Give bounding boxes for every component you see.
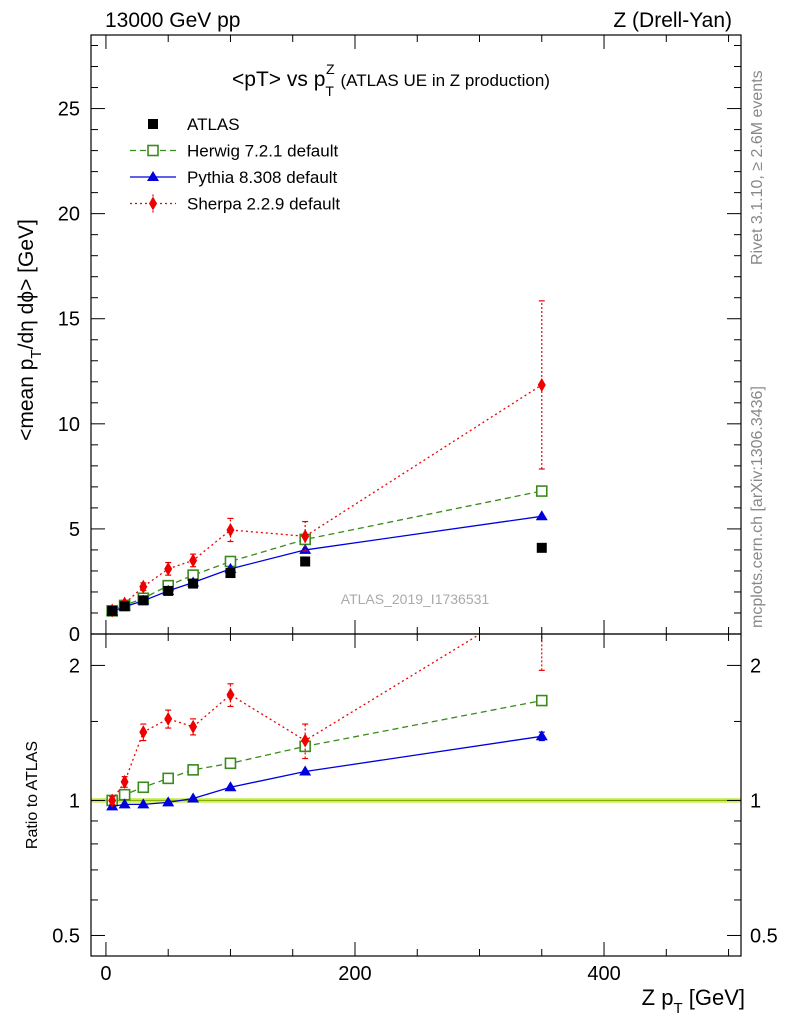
legend-atlas-label: ATLAS [187,115,240,134]
pythia-ratio-point [224,781,237,792]
chart-title: <pT> vs pTZ(ATLAS UE in Z production) [232,61,550,99]
legend-herwig-label: Herwig 7.2.1 default [187,142,338,161]
pythia-ratio-line [112,735,542,808]
sherpa-ratio-point [301,733,310,748]
pythia-point [535,510,548,521]
herwig-ratio-point [118,788,131,801]
ratio-tick-label: 2 [69,655,80,677]
ratio-plot-frame [90,633,742,957]
header-right: Z (Drell-Yan) [613,9,732,32]
ratio-tick-label-right: 0.5 [750,925,778,947]
atlas-point [536,542,547,553]
header-left: 13000 GeV pp [105,9,240,32]
sherpa-line [111,384,543,612]
sherpa-point [226,522,235,537]
pythia-ratio-point [299,765,312,776]
sherpa-point [537,377,546,392]
herwig-ratio-point [224,757,237,770]
ratio-series-group [106,589,548,811]
herwig-ratio-point [187,764,199,776]
ratio-tick-label-right: 2 [750,655,761,677]
sherpa-ratio-point [189,719,198,734]
herwig-ratio-point [162,772,175,785]
sherpa-ratio-point [120,774,129,789]
atlas-point [225,568,236,579]
sherpa-ratio-point [164,711,173,726]
y-tick-label: 0 [69,624,80,646]
x-axis-label: Z pT [GeV] [642,985,745,1017]
herwig-ratio-point [137,781,150,794]
sherpa-point [301,529,310,544]
herwig-ratio-point [535,694,548,707]
y-tick-label: 20 [58,204,80,226]
y-tick-label: 10 [58,414,80,436]
sherpa-ratio-point [226,687,235,702]
herwig-line [111,490,542,612]
herwig-point [535,485,548,497]
ratio-y-axis-label: Ratio to ATLAS [24,741,41,849]
analysis-id-label: ATLAS_2019_I1736531 [341,591,490,607]
sherpa-point [139,579,148,594]
sherpa-point [164,561,173,576]
pythia-ratio-point [187,792,200,803]
sherpa-ratio-point [538,589,546,603]
legend-pythia-marker [147,171,159,181]
sherpa-ratio-point [108,793,117,808]
atlas-point [163,585,174,596]
x-tick-label: 400 [587,963,620,985]
pythia-ratio-point [162,796,175,807]
atlas-point [138,595,149,606]
axes-group: 0 200 400 0 5 10 15 20 25 0.5 0.5 1 1 2 2 [52,35,778,985]
legend-sherpa-marker [149,196,157,211]
sherpa-point [189,553,198,568]
y-tick-label: 15 [58,309,80,331]
x-tick-label: 200 [338,963,371,985]
legend: ATLAS Herwig 7.2.1 default Pythia 8.308 de… [130,115,340,214]
atlas-point [119,601,130,612]
sherpa-ratio-line [111,634,482,801]
herwig-ratio-line [111,699,542,802]
pythia-ratio-point [535,730,548,741]
rivet-version-text: Rivet 3.1.10, ≥ 2.6M events [749,70,766,265]
pythia-ratio-point [137,798,150,809]
atlas-point [107,605,118,616]
atlas-point [188,578,199,589]
ratio-tick-label-right: 1 [750,790,761,812]
ratio-tick-label: 1 [69,790,80,812]
y-tick-label: 5 [69,519,80,541]
legend-pythia-label: Pythia 8.308 default [187,168,338,187]
atlas-point [300,556,311,567]
legend-atlas-marker [148,119,158,129]
x-tick-label: 0 [100,963,111,985]
ratio-tick-label: 0.5 [52,925,80,947]
main-series-group [106,300,548,618]
y-tick-label: 25 [58,99,80,121]
legend-herwig-marker [147,144,159,157]
legend-sherpa-label: Sherpa 2.2.9 default [187,195,340,214]
sherpa-ratio-point [139,725,148,740]
y-axis-label: <mean pT/dη dϕ> [GeV] [15,219,45,441]
pythia-ratio-point [118,798,131,809]
mcplots-text: mcplots.cern.ch [arXiv:1306.3436] [749,386,766,628]
